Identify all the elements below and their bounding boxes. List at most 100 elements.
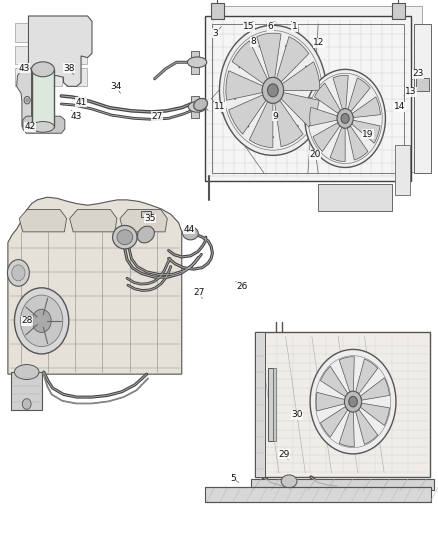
Ellipse shape: [24, 96, 30, 104]
Ellipse shape: [21, 295, 63, 346]
Bar: [66, 46, 87, 64]
Bar: [211, 3, 224, 19]
Ellipse shape: [32, 122, 54, 132]
Text: 27: 27: [194, 288, 205, 296]
Text: 38: 38: [64, 64, 75, 72]
Bar: [32, 69, 54, 127]
Ellipse shape: [219, 25, 326, 156]
Ellipse shape: [310, 350, 396, 454]
Ellipse shape: [14, 365, 39, 379]
Polygon shape: [281, 93, 319, 127]
Bar: [15, 46, 36, 64]
Polygon shape: [282, 62, 320, 90]
Text: 41: 41: [75, 98, 87, 107]
Bar: [416, 78, 429, 91]
Ellipse shape: [117, 230, 133, 245]
Bar: [15, 23, 36, 42]
Text: 34: 34: [110, 82, 122, 91]
Ellipse shape: [12, 265, 25, 281]
Text: 26: 26: [236, 282, 247, 291]
Polygon shape: [20, 16, 92, 86]
Polygon shape: [333, 75, 348, 109]
Polygon shape: [8, 197, 182, 374]
Bar: [318, 184, 392, 211]
Ellipse shape: [337, 109, 353, 128]
Ellipse shape: [187, 57, 207, 68]
Polygon shape: [321, 407, 348, 437]
Ellipse shape: [262, 77, 283, 103]
Ellipse shape: [7, 260, 29, 286]
Bar: [205, 16, 411, 181]
Polygon shape: [347, 126, 368, 160]
Polygon shape: [360, 403, 389, 425]
Polygon shape: [314, 83, 340, 114]
Polygon shape: [356, 409, 378, 445]
Text: 5: 5: [230, 474, 236, 483]
Ellipse shape: [22, 399, 31, 409]
Polygon shape: [249, 102, 273, 148]
Text: 43: 43: [71, 112, 82, 120]
Bar: [212, 24, 404, 173]
Polygon shape: [339, 357, 354, 392]
Bar: [216, 6, 422, 172]
Text: 14: 14: [394, 102, 405, 111]
Bar: [392, 3, 405, 19]
Ellipse shape: [113, 225, 137, 249]
Text: 9: 9: [272, 112, 278, 120]
Text: 8: 8: [250, 37, 256, 46]
Bar: [191, 51, 199, 74]
Text: 20: 20: [310, 150, 321, 159]
Polygon shape: [120, 209, 167, 232]
Text: 15: 15: [243, 22, 254, 31]
Ellipse shape: [349, 397, 357, 407]
Text: 3: 3: [212, 29, 219, 37]
Text: 29: 29: [278, 450, 290, 458]
Polygon shape: [226, 71, 263, 100]
Bar: [268, 368, 273, 441]
Ellipse shape: [281, 475, 297, 488]
Bar: [41, 68, 62, 86]
Ellipse shape: [183, 227, 198, 240]
Bar: [251, 479, 434, 490]
Bar: [11, 372, 42, 410]
Polygon shape: [17, 65, 32, 127]
Bar: [255, 332, 430, 477]
Text: 44: 44: [184, 225, 195, 233]
Polygon shape: [275, 100, 303, 147]
Bar: [15, 68, 36, 86]
Bar: [414, 24, 431, 173]
Text: 42: 42: [24, 123, 35, 131]
Polygon shape: [313, 123, 340, 151]
Ellipse shape: [32, 62, 54, 77]
Polygon shape: [360, 378, 389, 400]
Bar: [395, 145, 410, 195]
Polygon shape: [352, 120, 380, 143]
Polygon shape: [356, 359, 378, 394]
Ellipse shape: [194, 99, 208, 110]
Polygon shape: [330, 127, 345, 161]
Bar: [255, 332, 265, 477]
Polygon shape: [321, 366, 348, 397]
Text: 28: 28: [21, 317, 33, 325]
Polygon shape: [70, 209, 117, 232]
Ellipse shape: [188, 101, 206, 112]
Text: 11: 11: [214, 102, 226, 111]
Text: 6: 6: [268, 22, 274, 31]
Polygon shape: [348, 78, 370, 111]
Bar: [66, 68, 87, 86]
Bar: [66, 23, 87, 42]
Bar: [41, 23, 62, 42]
Ellipse shape: [268, 84, 278, 97]
Text: 19: 19: [362, 130, 374, 139]
Text: 43: 43: [18, 64, 30, 72]
Text: 30: 30: [291, 410, 303, 419]
Polygon shape: [339, 411, 354, 447]
Text: 13: 13: [405, 87, 417, 96]
Ellipse shape: [32, 309, 51, 333]
Text: 23: 23: [413, 69, 424, 78]
Text: 1: 1: [291, 22, 297, 31]
Text: 35: 35: [144, 214, 155, 223]
Ellipse shape: [341, 114, 349, 123]
Ellipse shape: [138, 226, 154, 243]
Polygon shape: [257, 33, 281, 78]
